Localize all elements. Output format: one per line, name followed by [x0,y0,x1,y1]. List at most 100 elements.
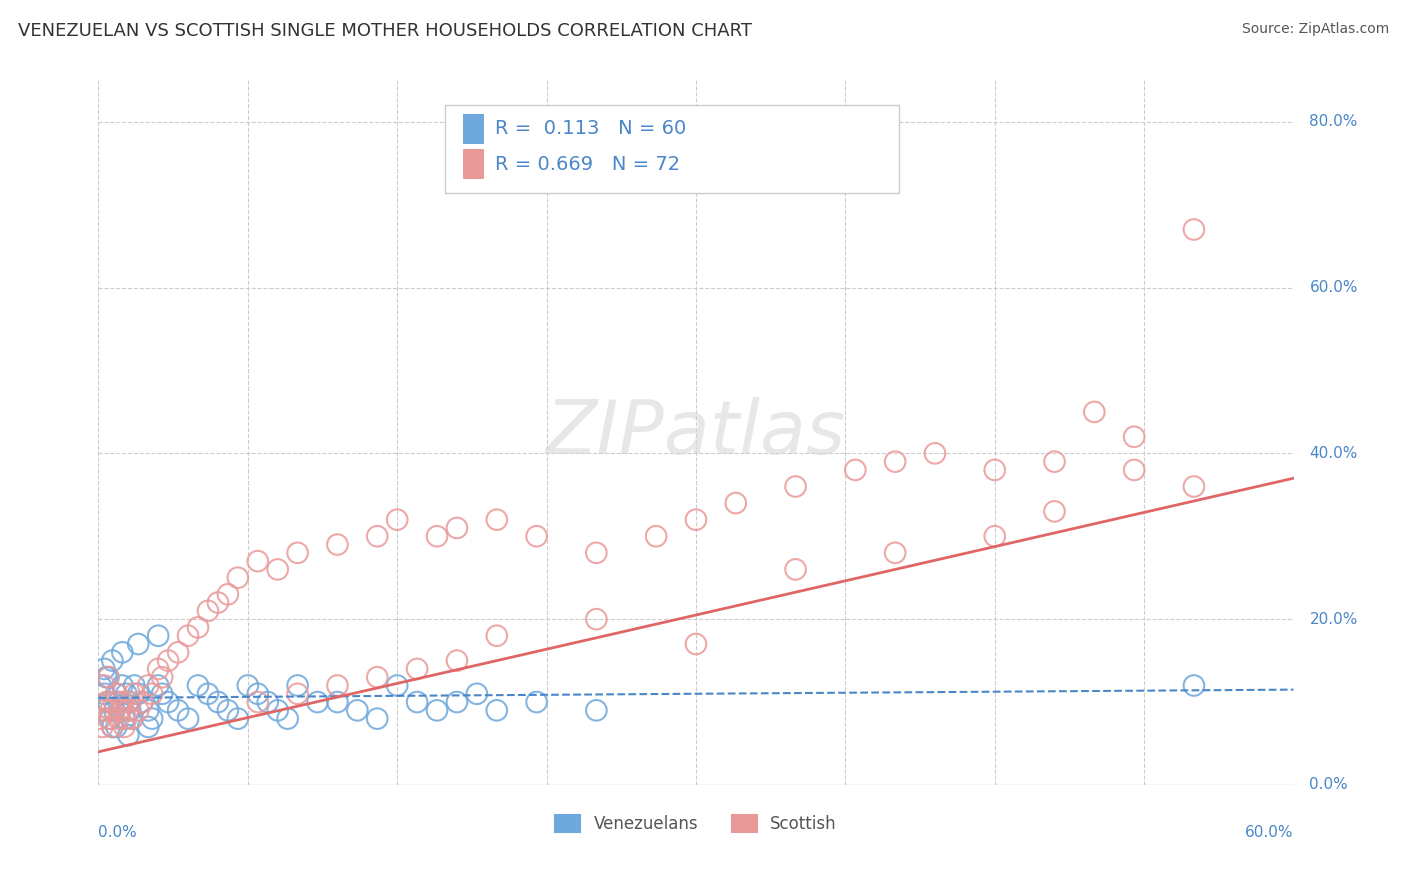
Point [101,654,124,668]
Point [98,703,122,717]
Point [97,712,120,726]
Point [366,712,388,726]
Point [117,703,139,717]
Point [984,529,1007,543]
Point [287,678,309,692]
Text: 60.0%: 60.0% [1309,280,1358,295]
Point [287,687,309,701]
Point [89,678,111,692]
Text: 0.0%: 0.0% [1309,778,1348,792]
Point [1043,504,1066,518]
Point [131,695,153,709]
Point [984,463,1007,477]
Point [197,604,219,618]
Point [167,703,190,717]
Point [177,629,200,643]
Point [785,479,807,493]
Point [884,455,907,469]
Point [105,687,128,701]
FancyBboxPatch shape [463,149,485,179]
Text: ZIPatlas: ZIPatlas [546,397,846,468]
Point [187,620,209,634]
Point [136,720,159,734]
Text: 20.0%: 20.0% [1309,612,1358,627]
Point [120,695,142,709]
Point [148,678,170,692]
Point [267,703,290,717]
Point [136,703,159,717]
Point [465,687,488,701]
Point [121,712,143,726]
Point [112,712,135,726]
Text: R = 0.669   N = 72: R = 0.669 N = 72 [495,154,681,174]
Point [217,703,239,717]
Point [101,720,124,734]
Point [406,662,429,676]
Point [246,687,269,701]
Point [1083,405,1105,419]
Point [120,703,142,717]
Point [485,629,508,643]
Point [136,678,159,692]
Point [246,554,269,568]
Point [207,596,229,610]
Point [101,720,124,734]
Point [93,687,115,701]
Point [131,695,153,709]
Point [385,678,409,692]
Text: 60.0%: 60.0% [1246,825,1294,839]
FancyBboxPatch shape [446,105,900,193]
Point [111,678,134,692]
Point [446,695,468,709]
Point [112,720,135,734]
Point [157,695,180,709]
Point [177,712,200,726]
Point [117,728,139,742]
Point [111,695,134,709]
Point [93,678,115,692]
Point [121,712,143,726]
Point [426,703,449,717]
Point [217,587,239,601]
Point [105,687,128,701]
Point [115,712,138,726]
Point [346,703,368,717]
Point [110,703,132,717]
Point [287,546,309,560]
Text: Source: ZipAtlas.com: Source: ZipAtlas.com [1241,22,1389,37]
Point [107,695,129,709]
Point [124,678,146,692]
Point [1123,430,1146,444]
Point [785,562,807,576]
Point [97,695,120,709]
Point [150,687,173,701]
Point [326,695,349,709]
Text: VENEZUELAN VS SCOTTISH SINGLE MOTHER HOUSEHOLDS CORRELATION CHART: VENEZUELAN VS SCOTTISH SINGLE MOTHER HOU… [18,22,752,40]
Point [1182,222,1205,236]
Point [326,678,349,692]
Point [246,695,269,709]
Point [110,703,132,717]
Text: 80.0%: 80.0% [1309,114,1358,129]
Point [124,687,146,701]
Point [645,529,668,543]
Point [307,695,329,709]
Point [148,662,170,676]
Point [98,712,122,726]
Point [685,513,707,527]
Point [103,703,125,717]
Point [197,687,219,701]
Point [884,546,907,560]
Point [91,703,114,717]
Point [207,695,229,709]
Point [585,546,607,560]
FancyBboxPatch shape [463,114,485,144]
Text: 40.0%: 40.0% [1309,446,1358,461]
Text: R =  0.113   N = 60: R = 0.113 N = 60 [495,120,686,138]
Point [127,703,149,717]
Point [150,670,173,684]
Point [724,496,747,510]
Point [446,654,468,668]
Point [141,687,163,701]
Point [1182,479,1205,493]
